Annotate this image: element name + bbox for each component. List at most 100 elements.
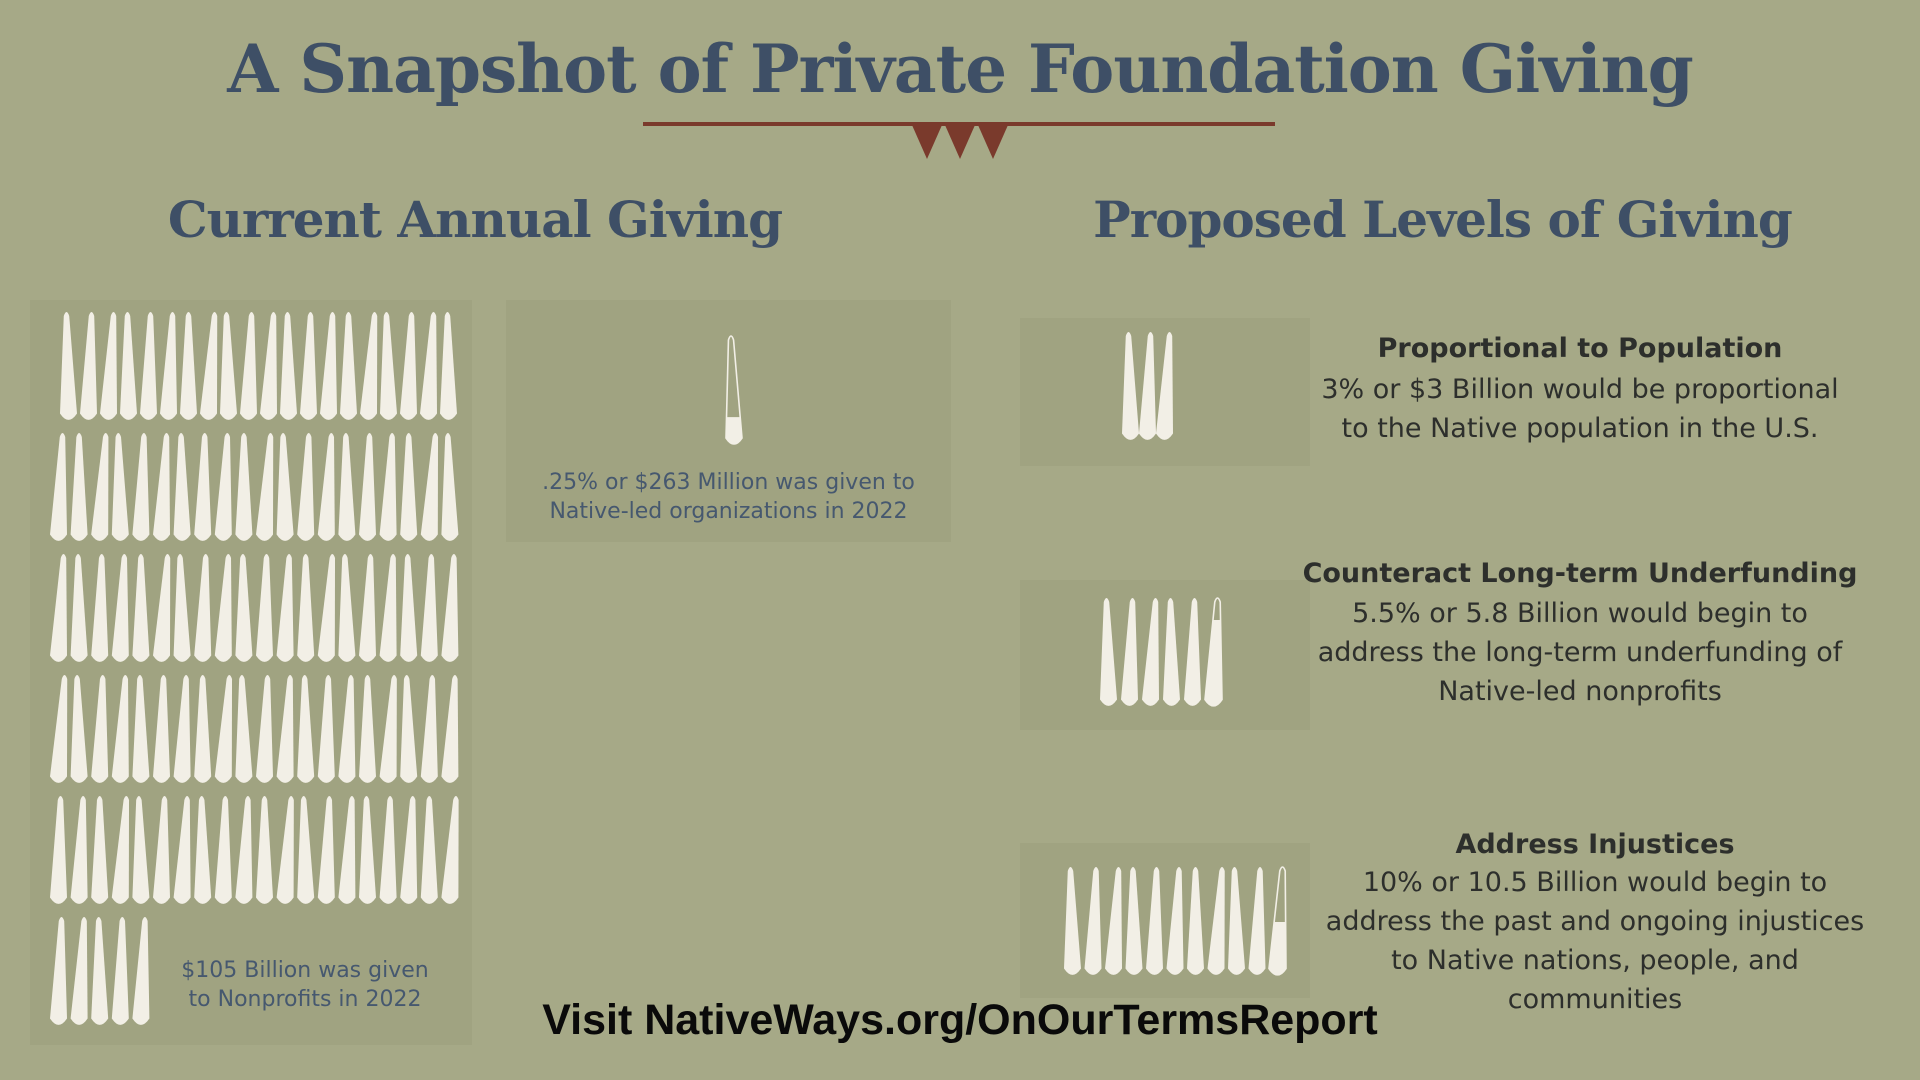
total-feather xyxy=(360,312,378,420)
feather-icon xyxy=(70,433,88,541)
feather-icon xyxy=(235,554,253,662)
underfunding-feather xyxy=(1184,598,1201,706)
injustices-feather xyxy=(1187,867,1204,975)
total-feather xyxy=(400,675,418,783)
feather-icon xyxy=(297,675,315,783)
feather-icon xyxy=(240,312,257,420)
feather-icon xyxy=(111,554,129,662)
total-feather xyxy=(111,675,129,783)
total-feather xyxy=(338,433,356,541)
underfunding-title: Counteract Long-term Underfunding xyxy=(1302,558,1858,589)
feather-icon xyxy=(194,675,212,783)
feather-icon xyxy=(379,554,397,662)
feather-icon xyxy=(220,312,237,420)
total-caption-line-1: $105 Billion was given xyxy=(181,958,429,983)
proposed-giving-heading: Proposed Levels of Giving xyxy=(1093,190,1793,249)
native-giving-caption: .25% or $263 Million was given to Native… xyxy=(506,468,951,526)
feather-icon xyxy=(1105,867,1122,975)
feather-icon xyxy=(194,554,212,662)
injustices-feathers xyxy=(1064,866,1287,976)
feather-icon xyxy=(297,433,315,541)
feather-icon xyxy=(400,675,418,783)
feather-icon xyxy=(50,433,67,541)
total-feather xyxy=(338,675,356,783)
total-feather xyxy=(194,796,212,904)
total-feather xyxy=(235,433,253,541)
injustices-line-1: 10% or 10.5 Billion would begin to xyxy=(1362,867,1828,898)
injustices-feather xyxy=(1146,867,1163,975)
feather-icon xyxy=(50,554,67,662)
feather-icon xyxy=(379,675,397,783)
feather-icon xyxy=(173,796,191,904)
feather-icon xyxy=(1166,867,1184,975)
underfunding-feather xyxy=(1121,598,1138,706)
total-feather xyxy=(70,554,88,662)
injustices-line-2: address the past and ongoing injustices xyxy=(1325,906,1865,937)
total-feather xyxy=(200,312,218,420)
feather-icon xyxy=(91,433,109,541)
feather-icon xyxy=(400,433,418,541)
total-feather xyxy=(180,312,197,420)
total-feather xyxy=(120,312,137,420)
feather-icon xyxy=(280,312,297,420)
feather-icon xyxy=(153,796,170,904)
total-feather xyxy=(297,796,315,904)
total-feather xyxy=(214,433,232,541)
injustices-feather xyxy=(1125,867,1143,975)
triangle-ornament-icon xyxy=(912,125,1008,159)
feather-icon xyxy=(359,554,376,662)
total-feather xyxy=(420,675,438,783)
total-feather xyxy=(235,796,253,904)
proportional-line-2: to the Native population in the U.S. xyxy=(1341,413,1819,444)
total-feather xyxy=(441,433,459,541)
injustices-line-3: to Native nations, people, and xyxy=(1391,945,1799,976)
total-feather xyxy=(379,554,397,662)
total-feather xyxy=(214,554,232,662)
feather-icon xyxy=(379,796,397,904)
total-feather xyxy=(132,796,150,904)
total-feather xyxy=(256,675,273,783)
feather-icon xyxy=(317,796,335,904)
feather-icon xyxy=(420,554,438,662)
feather-icon xyxy=(359,675,376,783)
proportional-feather xyxy=(1156,332,1173,440)
total-feather xyxy=(70,917,88,1025)
total-feather xyxy=(256,796,273,904)
total-feather xyxy=(359,554,376,662)
total-feather xyxy=(132,554,150,662)
feather-icon xyxy=(235,796,253,904)
feather-icon xyxy=(317,675,335,783)
feather-icon xyxy=(440,312,457,420)
feather-icon xyxy=(1248,867,1266,975)
feather-icon xyxy=(420,675,438,783)
total-feather xyxy=(256,433,274,541)
feather-icon xyxy=(420,433,439,541)
feather-icon xyxy=(300,312,317,420)
feather-icon xyxy=(111,917,129,1025)
total-feather xyxy=(60,312,77,420)
total-feather xyxy=(420,554,438,662)
feather-icon xyxy=(132,675,150,783)
total-feather xyxy=(240,312,257,420)
total-feather xyxy=(340,312,357,420)
injustices-feather xyxy=(1105,867,1122,975)
total-feather xyxy=(400,796,418,904)
total-feather xyxy=(220,312,237,420)
total-feather xyxy=(50,675,68,783)
feather-icon xyxy=(360,312,378,420)
feather-icon xyxy=(1228,867,1245,975)
total-feather xyxy=(317,796,335,904)
feather-icon xyxy=(70,917,88,1025)
report-link[interactable]: Visit NativeWays.org/OnOurTermsReport xyxy=(542,996,1378,1044)
feather-icon xyxy=(1146,867,1163,975)
feather-icon xyxy=(50,796,67,904)
total-feather xyxy=(214,675,233,783)
proportional-feather xyxy=(1139,332,1156,440)
proportional-text: 3% or $3 Billion would be proportional t… xyxy=(1290,370,1870,448)
feather-icon xyxy=(379,433,397,541)
feather-icon xyxy=(400,796,418,904)
feather-icon xyxy=(1121,598,1138,706)
underfunding-line-3: Native-led nonprofits xyxy=(1438,676,1722,707)
total-feather xyxy=(420,312,437,420)
total-feather xyxy=(91,796,109,904)
